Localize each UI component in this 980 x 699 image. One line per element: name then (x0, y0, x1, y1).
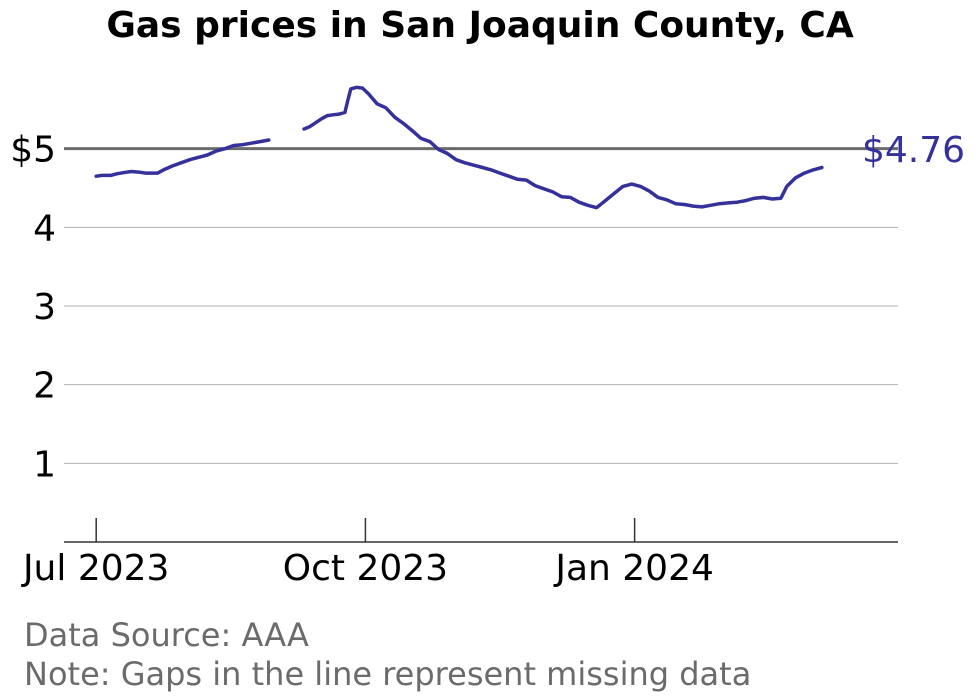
tick-labels: 1 2 3 4 $5 Jul 2023 Oct 2023 Jan 2024 (10, 130, 714, 589)
price-series (94, 85, 824, 210)
x-axis (64, 518, 898, 543)
chart-title: Gas prices in San Joaquin County, CA (106, 5, 854, 46)
series-line-segment (302, 85, 824, 210)
y-tick-label: 4 (33, 208, 56, 249)
gaps-note: Note: Gaps in the line represent missing… (24, 655, 751, 693)
y-tick-label: 1 (33, 444, 56, 485)
y-tick-label: $5 (10, 130, 56, 171)
x-tick-label: Jul 2023 (21, 548, 170, 589)
y-tick-label: 3 (33, 287, 56, 328)
data-source-note: Data Source: AAA (24, 616, 309, 654)
y-tick-label: 2 (33, 366, 56, 407)
gridlines (64, 226, 898, 464)
series-line-segment (94, 138, 271, 178)
x-tick-label: Oct 2023 (283, 548, 448, 589)
x-tick-label: Jan 2024 (553, 548, 714, 589)
end-value-label: $4.76 (862, 130, 965, 171)
